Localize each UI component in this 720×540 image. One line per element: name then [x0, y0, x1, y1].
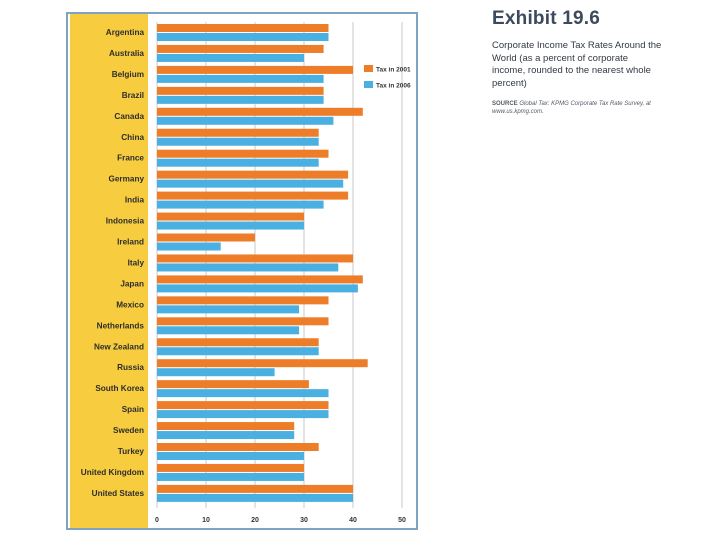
exhibit-caption: Corporate Income Tax Rates Around the Wo…	[492, 40, 662, 89]
bar-2001	[157, 128, 319, 137]
exhibit-source: SOURCE Global Tax: KPMG Corporate Tax Ra…	[492, 100, 667, 116]
category-label: Japan	[120, 279, 144, 288]
x-tick-label: 30	[300, 517, 308, 524]
bar-2006	[157, 452, 304, 460]
category-label: Spain	[122, 405, 144, 414]
category-panel	[70, 14, 148, 528]
legend-label-2006: Tax in 2006	[376, 83, 411, 90]
category-label: Turkey	[118, 447, 145, 456]
bar-2006	[157, 179, 344, 188]
chart-frame: 0 10 20 30 40 50 Argentina Australia Belgium Braz…	[66, 12, 418, 530]
category-label: Belgium	[112, 70, 144, 79]
bar-2001	[157, 65, 353, 74]
bar-2006	[157, 95, 324, 104]
bar-2001	[157, 338, 319, 347]
bar-2006	[157, 74, 324, 83]
bar-2006	[157, 389, 329, 398]
category-label: United Kingdom	[81, 468, 144, 477]
x-tick-label: 10	[202, 517, 210, 524]
bar-2001	[157, 317, 329, 326]
bar-2001	[157, 86, 324, 95]
category-label: Russia	[117, 363, 144, 372]
bar-2006	[157, 305, 300, 314]
category-label: New Zealand	[94, 342, 144, 351]
x-tick-label: 0	[155, 517, 159, 524]
bar-2006	[157, 242, 221, 251]
bar-2006	[157, 326, 300, 335]
category-label: Germany	[109, 175, 145, 184]
legend-swatch-2001	[364, 65, 373, 72]
bar-2001	[157, 170, 349, 179]
category-label: South Korea	[95, 384, 144, 393]
bar-2001	[157, 463, 304, 472]
bar-2006	[157, 263, 339, 272]
exhibit-title: Exhibit 19.6	[492, 8, 600, 29]
category-label: Netherlands	[97, 321, 145, 330]
bar-2001	[157, 191, 349, 200]
bar-2001	[157, 380, 309, 389]
category-label: Argentina	[106, 28, 145, 37]
category-label: Brazil	[122, 91, 144, 100]
bar-2001	[157, 275, 363, 284]
bar-2006	[157, 137, 319, 146]
category-label: Ireland	[117, 238, 144, 247]
bar-2001	[157, 233, 255, 242]
category-label: Indonesia	[106, 217, 145, 226]
bar-2006	[157, 347, 319, 356]
bar-2001	[157, 212, 304, 221]
bar-2001	[157, 422, 295, 431]
category-label: Sweden	[113, 426, 144, 435]
category-label: Canada	[114, 112, 144, 121]
bar-2001	[157, 401, 329, 410]
category-label: France	[117, 154, 144, 163]
category-label: India	[125, 196, 145, 205]
x-tick-label: 50	[398, 517, 406, 524]
bar-2001	[157, 254, 353, 263]
bar-2006	[157, 158, 319, 167]
bar-2001	[157, 44, 324, 53]
bar-2006	[157, 200, 324, 209]
bar-2006	[157, 493, 353, 502]
category-label: Italy	[128, 258, 145, 267]
bar-2006	[157, 221, 304, 230]
source-label: SOURCE	[492, 101, 518, 107]
bar-2006	[157, 284, 358, 293]
bar-2001	[157, 24, 329, 32]
category-label: China	[121, 133, 144, 142]
bar-2001	[157, 443, 319, 451]
bar-2001	[157, 149, 329, 158]
bar-2006	[157, 431, 295, 440]
bar-2001	[157, 359, 368, 368]
bar-2006	[157, 116, 334, 125]
bar-2006	[157, 410, 329, 419]
bar-chart: 0 10 20 30 40 50 Argentina Australia Belgium Braz…	[70, 14, 411, 528]
bar-2006	[157, 368, 275, 377]
source-text: Global Tax: KPMG Corporate Tax Rate Surv…	[492, 101, 651, 115]
x-tick-label: 40	[349, 517, 357, 524]
category-label: Australia	[109, 49, 144, 58]
category-label: United States	[92, 489, 145, 498]
legend-swatch-2006	[364, 81, 373, 88]
bar-2001	[157, 107, 363, 116]
bar-2006	[157, 53, 304, 62]
category-label: Mexico	[116, 300, 144, 309]
legend-label-2001: Tax in 2001	[376, 67, 411, 74]
bar-2006	[157, 472, 304, 481]
x-tick-label: 20	[251, 517, 259, 524]
bar-2001	[157, 484, 353, 493]
bar-2001	[157, 296, 329, 305]
bar-2006	[157, 33, 329, 41]
